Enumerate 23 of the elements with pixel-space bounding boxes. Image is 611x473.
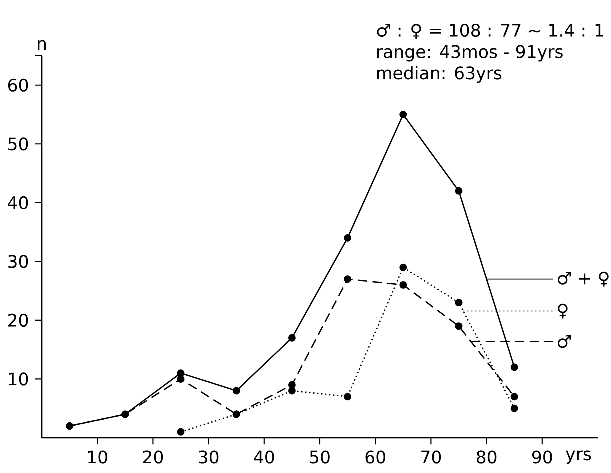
- annotation: range: 43mos - 91yrs: [377, 45, 563, 62]
- x-tick-label: 10: [88, 450, 108, 464]
- x-axis-title: yrs: [566, 450, 592, 464]
- x-tick-label: 80: [476, 450, 497, 464]
- x-tick-label: 20: [143, 450, 164, 464]
- y-tick-label: 20: [8, 314, 28, 328]
- x-tick-label: 50: [310, 450, 330, 464]
- y-tick-label: 40: [8, 196, 28, 210]
- x-tick-label: 70: [422, 450, 442, 464]
- text: ♂ : ♀ = 108 : 77 ∼ 1.4 : 1: [377, 24, 604, 39]
- x-tick-label: 90: [532, 450, 552, 464]
- y-tick-label: 50: [8, 138, 28, 151]
- x-tick-label: 30: [199, 450, 219, 464]
- y-tick-label: 30: [8, 255, 28, 268]
- annotation: median: 63yrs: [377, 66, 502, 84]
- y-tick-label: 60: [8, 78, 28, 92]
- x-tick-label: 40: [254, 450, 274, 464]
- y-tick-label: 10: [9, 372, 28, 386]
- legend-label: ♂: [558, 335, 571, 348]
- y-axis-title: n: [38, 40, 46, 50]
- text: ♀: [558, 304, 568, 319]
- x-tick-label: 60: [366, 450, 386, 464]
- legend-label: ♂ + ♀: [558, 272, 609, 287]
